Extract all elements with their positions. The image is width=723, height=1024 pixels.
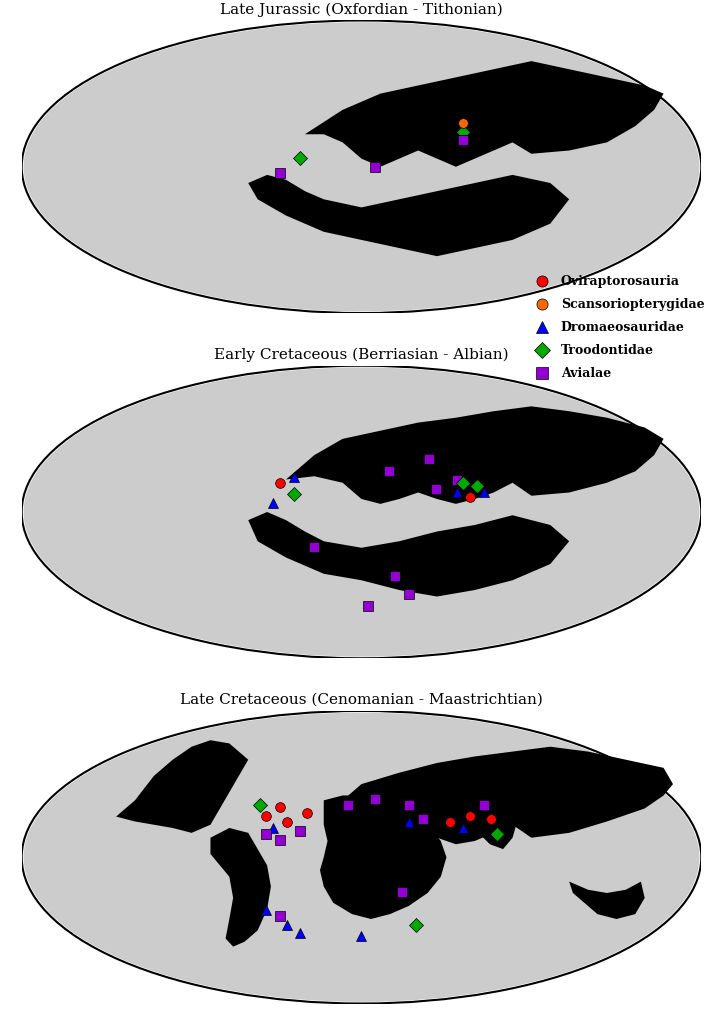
Title: Late Jurassic (Oxfordian - Tithonian): Late Jurassic (Oxfordian - Tithonian)	[220, 2, 503, 16]
Title: Late Cretaceous (Cenomanian - Maastrichtian): Late Cretaceous (Cenomanian - Maastricht…	[180, 693, 543, 707]
Polygon shape	[343, 746, 673, 844]
Ellipse shape	[22, 711, 701, 1004]
Title: Early Cretaceous (Berriasian - Albian): Early Cretaceous (Berriasian - Albian)	[214, 347, 509, 361]
Ellipse shape	[22, 20, 701, 313]
Polygon shape	[116, 740, 248, 833]
Ellipse shape	[24, 368, 699, 656]
Ellipse shape	[24, 23, 699, 311]
Legend: Oviraptorosauria, Scansoriopterygidae, Dromaeosauridae, Troodontidae, Avialae: Oviraptorosauria, Scansoriopterygidae, D…	[525, 270, 709, 385]
Polygon shape	[569, 882, 645, 919]
Polygon shape	[305, 61, 664, 167]
Ellipse shape	[22, 366, 701, 658]
Polygon shape	[248, 512, 569, 597]
Polygon shape	[248, 175, 569, 256]
Polygon shape	[286, 407, 664, 504]
Polygon shape	[479, 809, 516, 849]
Polygon shape	[210, 828, 271, 946]
Polygon shape	[320, 796, 446, 919]
Ellipse shape	[24, 713, 699, 1001]
